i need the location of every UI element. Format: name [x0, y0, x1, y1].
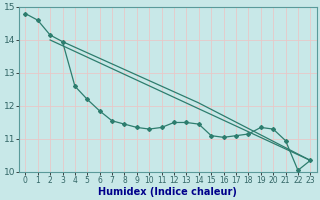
- X-axis label: Humidex (Indice chaleur): Humidex (Indice chaleur): [98, 187, 237, 197]
